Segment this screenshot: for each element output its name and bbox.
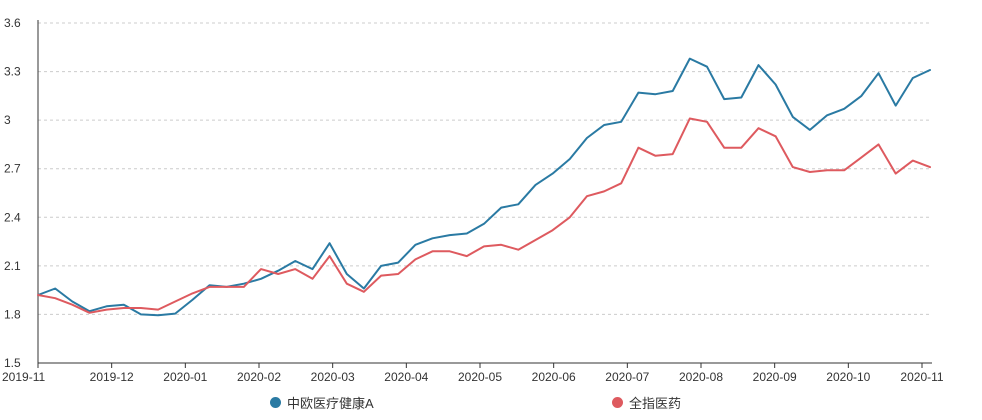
y-tick-label: 2.4 xyxy=(4,210,21,224)
x-tick-label: 2020-06 xyxy=(532,370,576,384)
x-tick-label: 2019-11 xyxy=(2,370,45,384)
series-lines xyxy=(37,57,931,317)
y-tick-label: 1.5 xyxy=(4,356,21,370)
legend-marker-series1 xyxy=(270,397,281,408)
legend-item-series2[interactable]: 全指医药 xyxy=(612,393,681,412)
x-tick-label: 2020-10 xyxy=(826,370,870,384)
series-line-2[interactable] xyxy=(37,117,931,314)
x-tick-label: 2019-12 xyxy=(90,370,134,384)
x-tick-label: 2020-05 xyxy=(458,370,502,384)
legend-label-series1: 中欧医疗健康A xyxy=(287,396,374,411)
y-tick-label: 3.6 xyxy=(4,16,21,30)
legend-label-series2: 全指医药 xyxy=(629,396,682,411)
legend-item-series1[interactable]: 中欧医疗健康A xyxy=(270,393,374,412)
chart-legend: 中欧医疗健康A 全指医药 xyxy=(0,393,982,413)
y-tick-label: 2.1 xyxy=(4,259,21,273)
legend-marker-series2 xyxy=(612,397,623,408)
x-tick-label: 2020-03 xyxy=(311,370,355,384)
series-line-1[interactable] xyxy=(37,57,931,317)
x-tick-label: 2020-02 xyxy=(237,370,281,384)
x-tick-label: 2020-04 xyxy=(384,370,428,384)
y-tick-label: 1.8 xyxy=(4,307,21,321)
y-tick-label: 3.3 xyxy=(4,65,21,79)
grid-lines xyxy=(38,22,932,315)
y-tick-label: 2.7 xyxy=(4,162,21,176)
y-tick-label: 3 xyxy=(4,113,11,127)
x-tick-label: 2020-07 xyxy=(605,370,649,384)
x-tick-label: 2020-09 xyxy=(753,370,797,384)
x-tick-label: 2020-11 xyxy=(900,370,943,384)
x-tick-label: 2020-01 xyxy=(163,370,207,384)
x-tick-label: 2020-08 xyxy=(679,370,723,384)
axes: 1.5 1.8 2.1 2.4 2.7 3 3.3 3.6 2019-11 2019-12 2020… xyxy=(2,16,944,384)
